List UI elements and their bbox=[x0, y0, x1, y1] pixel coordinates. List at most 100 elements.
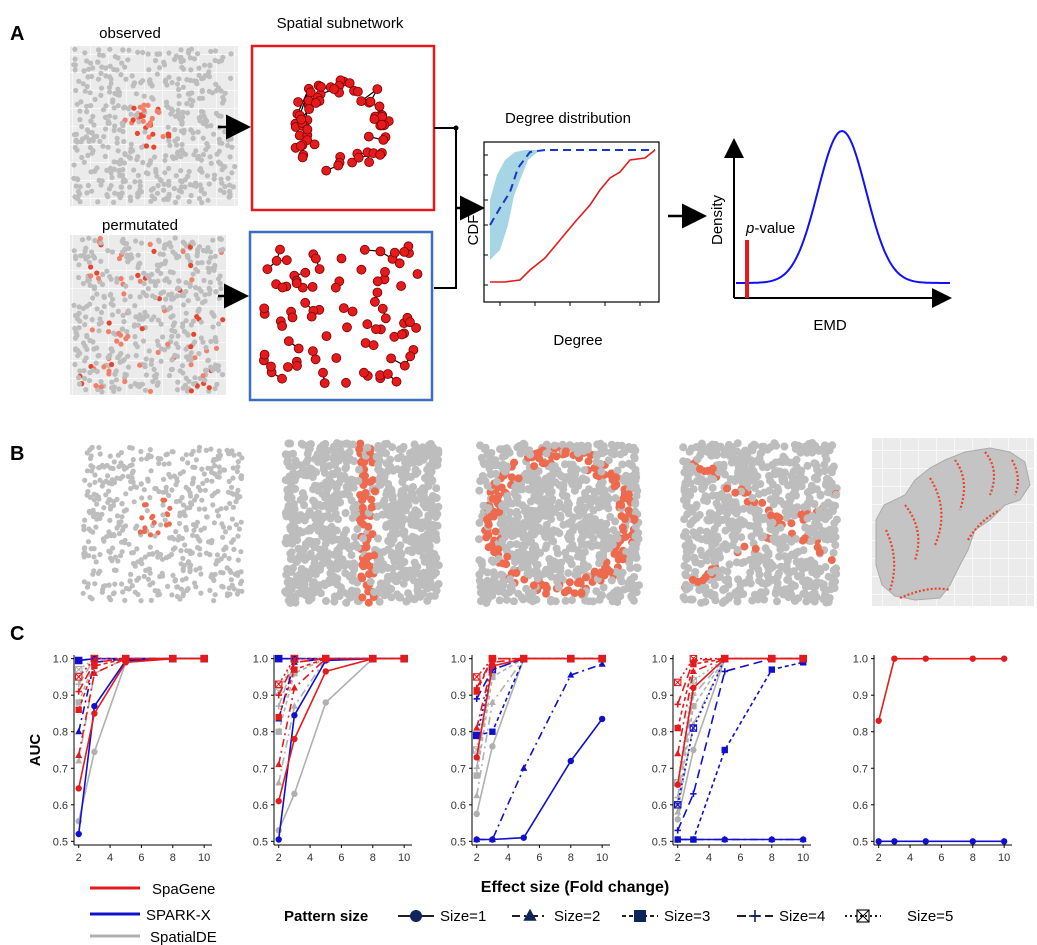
spot bbox=[735, 455, 744, 463]
spot bbox=[226, 478, 232, 484]
spot bbox=[771, 491, 780, 500]
degree-axis-label: Degree bbox=[553, 332, 602, 349]
spot bbox=[231, 586, 237, 592]
spot bbox=[141, 93, 147, 99]
spot bbox=[94, 368, 100, 375]
network-node bbox=[287, 312, 298, 323]
spot bbox=[687, 462, 696, 471]
spot bbox=[95, 386, 101, 393]
spot bbox=[169, 291, 175, 297]
spot bbox=[151, 144, 157, 150]
spot bbox=[322, 597, 330, 605]
merge-connector bbox=[434, 127, 457, 289]
spot bbox=[103, 103, 109, 109]
network-node bbox=[316, 81, 326, 92]
spot bbox=[90, 339, 96, 345]
spot bbox=[712, 566, 720, 575]
spot bbox=[329, 578, 337, 586]
x-tick-label: 4 bbox=[307, 852, 313, 864]
spot bbox=[202, 73, 208, 79]
spot bbox=[512, 485, 521, 494]
spot bbox=[123, 241, 130, 247]
spot bbox=[107, 453, 113, 459]
data-point bbox=[75, 785, 82, 792]
network-node bbox=[382, 369, 393, 379]
spot bbox=[80, 590, 86, 596]
spot bbox=[180, 248, 186, 255]
spot bbox=[109, 348, 115, 354]
auc-chart-1: 0.50.60.70.80.91.02 4 6 8 10 bbox=[53, 654, 212, 864]
spot bbox=[152, 58, 159, 64]
spot bbox=[137, 294, 143, 300]
spot bbox=[225, 489, 232, 495]
spot bbox=[307, 594, 316, 603]
y-tick-label: 1.0 bbox=[451, 654, 466, 666]
spot bbox=[203, 447, 209, 453]
spot bbox=[115, 558, 121, 564]
data-point bbox=[75, 830, 82, 838]
spot bbox=[206, 181, 212, 187]
spot bbox=[553, 549, 562, 558]
spot bbox=[305, 440, 314, 449]
spot bbox=[135, 194, 141, 200]
spot bbox=[126, 154, 132, 160]
spot bbox=[210, 502, 216, 508]
spot bbox=[183, 318, 189, 324]
spot bbox=[723, 484, 731, 493]
spot bbox=[116, 255, 123, 262]
spot bbox=[219, 372, 226, 378]
spot bbox=[133, 353, 139, 359]
spot bbox=[230, 465, 236, 471]
spot bbox=[85, 488, 91, 495]
subnetwork-title: Spatial subnetwork bbox=[277, 15, 404, 32]
network-node bbox=[307, 346, 318, 357]
spot bbox=[185, 50, 192, 56]
spot bbox=[410, 558, 419, 567]
spot bbox=[298, 575, 307, 584]
spot bbox=[190, 479, 196, 485]
spot bbox=[179, 141, 185, 148]
spot bbox=[492, 477, 501, 486]
spot bbox=[156, 296, 162, 302]
spot bbox=[567, 517, 576, 526]
spot bbox=[130, 479, 136, 485]
spot bbox=[747, 532, 756, 541]
spot bbox=[182, 184, 188, 190]
x-tick-label: 2 bbox=[675, 852, 681, 864]
spot bbox=[88, 73, 95, 80]
spot bbox=[128, 571, 134, 578]
spot bbox=[96, 47, 102, 53]
spot bbox=[105, 499, 111, 505]
spot bbox=[680, 515, 689, 524]
spot bbox=[106, 113, 113, 119]
spot bbox=[107, 63, 113, 69]
spot bbox=[171, 56, 178, 63]
network-node bbox=[336, 253, 347, 264]
spot bbox=[397, 549, 406, 558]
spot bbox=[626, 555, 634, 564]
spot bbox=[188, 192, 194, 199]
network-node bbox=[372, 84, 383, 94]
x-tick-label: 2 bbox=[474, 852, 480, 864]
spot bbox=[198, 527, 204, 533]
spot bbox=[508, 580, 517, 589]
spot bbox=[219, 140, 225, 146]
spot bbox=[132, 179, 138, 185]
spot bbox=[349, 504, 358, 512]
spot bbox=[171, 185, 177, 192]
spot bbox=[151, 520, 157, 526]
spot bbox=[82, 343, 88, 349]
spot bbox=[180, 555, 186, 561]
network-node bbox=[310, 98, 321, 108]
spot bbox=[200, 339, 206, 345]
spot bbox=[91, 497, 97, 503]
spot bbox=[193, 148, 199, 154]
spot bbox=[281, 538, 290, 547]
network-node bbox=[352, 86, 363, 97]
network-node bbox=[305, 87, 316, 98]
spot bbox=[631, 469, 640, 478]
spot bbox=[476, 582, 485, 591]
data-point bbox=[291, 790, 298, 798]
spot bbox=[117, 173, 123, 179]
spot bbox=[172, 577, 179, 583]
